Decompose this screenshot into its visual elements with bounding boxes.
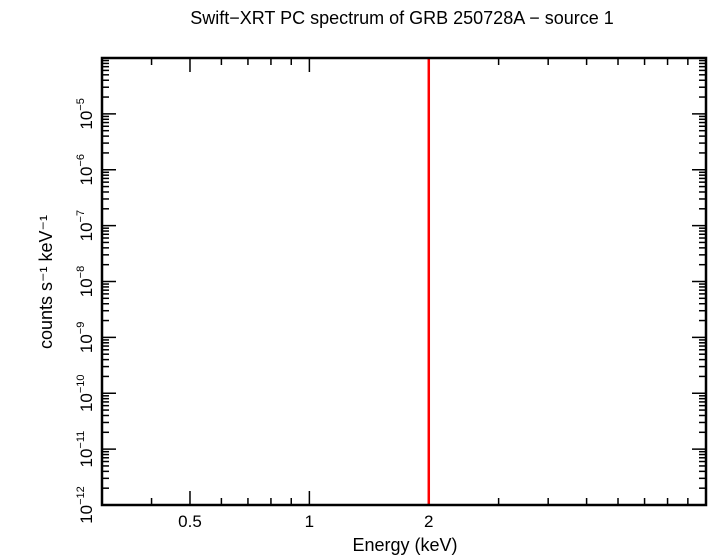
- y-tick-labels: 10−12 10−11 10−10 10−9 10−8 10−7 10−6 10−5: [75, 98, 96, 524]
- chart-title: Swift−XRT PC spectrum of GRB 250728A − s…: [190, 8, 614, 28]
- x-tick-label: 1: [305, 512, 314, 531]
- y-axis-label: counts s⁻¹ keV⁻¹: [36, 215, 56, 349]
- x-tick-labels: 0.5 1 2: [178, 512, 433, 531]
- y-tick-label: 10−5: [75, 98, 96, 129]
- y-tick-label: 10−8: [75, 266, 96, 297]
- y-tick-label: 10−11: [75, 431, 96, 468]
- axis-ticks: [101, 57, 707, 506]
- y-tick-label: 10−6: [75, 154, 96, 185]
- y-tick-label: 10−7: [75, 210, 96, 241]
- x-tick-label: 2: [424, 512, 433, 531]
- y-tick-label: 10−9: [75, 322, 96, 353]
- plot-frame: [100, 56, 708, 507]
- x-tick-label: 0.5: [178, 512, 202, 531]
- x-axis-label: Energy (keV): [352, 535, 457, 555]
- y-tick-label: 10−10: [75, 374, 96, 412]
- y-tick-label: 10−12: [75, 486, 96, 524]
